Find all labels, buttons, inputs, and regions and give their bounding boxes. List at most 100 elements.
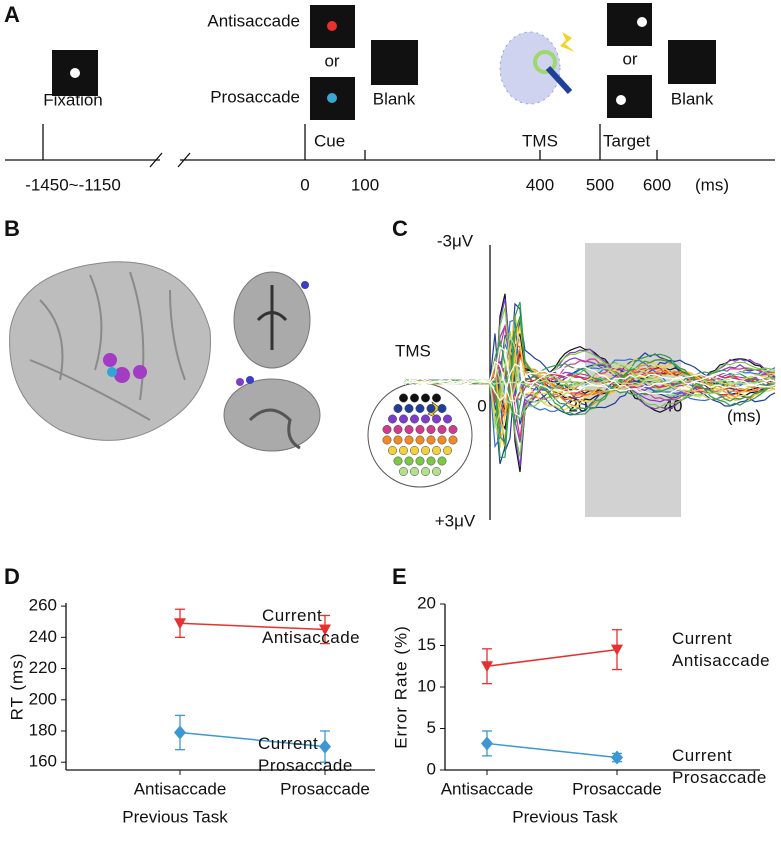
electrode — [448, 425, 458, 434]
tick-label: 0 — [477, 396, 486, 415]
label: Blank — [671, 89, 714, 108]
axis-break — [177, 152, 191, 168]
y-axis-label: Error Rate (%) — [391, 625, 410, 749]
electrode — [393, 425, 403, 434]
y-tick-label: 240 — [29, 627, 57, 646]
series-line — [179, 622, 326, 631]
electrode — [432, 393, 441, 403]
label: Antisaccade — [207, 11, 300, 30]
brain-images — [9, 261, 321, 452]
site — [107, 367, 117, 377]
panel-label: E — [392, 564, 407, 589]
tick-label: -1450~-1150 — [25, 175, 121, 194]
marker — [319, 739, 331, 754]
brain-sagittal — [223, 378, 321, 452]
y-tick-label: 20 — [417, 593, 436, 612]
label: Blank — [373, 89, 416, 108]
cue-dot — [327, 21, 337, 31]
electrode — [388, 414, 397, 424]
electrode — [404, 435, 414, 445]
screen — [371, 40, 418, 85]
x-axis-label: Previous Task — [512, 807, 618, 826]
sulci — [248, 408, 301, 450]
tick-label: 600 — [643, 175, 671, 194]
y-tick-label: 15 — [417, 635, 436, 654]
screen — [668, 40, 716, 84]
tick-label: 500 — [586, 175, 614, 194]
target-dot — [637, 17, 647, 27]
label: Fixation — [43, 90, 103, 109]
label: +3μV — [435, 511, 476, 530]
y-tick-label: 220 — [29, 658, 57, 677]
electrode — [443, 414, 452, 424]
electrode — [426, 404, 436, 413]
electrode — [415, 404, 425, 413]
electrode — [399, 414, 408, 424]
electrode — [382, 425, 392, 434]
x-axis-label: Previous Task — [122, 807, 228, 826]
electrode — [432, 414, 441, 424]
eeg-plot: -3μV +3μV TMS 0 20 40 (ms) — [367, 231, 776, 530]
electrode — [404, 404, 414, 413]
electrode — [421, 467, 430, 476]
x-tick-label: Antisaccade — [134, 779, 227, 798]
electrode — [393, 404, 403, 413]
electrode — [421, 393, 430, 403]
axis-break — [149, 152, 163, 168]
electrode — [388, 446, 397, 455]
tms-coil — [533, 50, 557, 74]
electrode — [415, 456, 425, 466]
y-tick-label: 10 — [417, 676, 436, 695]
y-tick-label: 260 — [29, 596, 57, 615]
brain-lateral — [9, 261, 211, 441]
y-tick-label: 160 — [29, 752, 57, 771]
site — [246, 376, 254, 384]
panel-label: B — [4, 216, 20, 241]
x-tick-label: Prosaccade — [572, 779, 662, 798]
x-tick-label: Prosaccade — [280, 779, 370, 798]
electrode — [437, 435, 447, 445]
fixation-dot — [70, 68, 80, 78]
marker — [319, 624, 331, 636]
electrode — [443, 446, 452, 455]
label: Cue — [314, 131, 345, 150]
electrode — [437, 456, 447, 466]
electrode — [437, 404, 447, 413]
unit-label: (ms) — [727, 406, 761, 425]
electrode — [382, 435, 392, 445]
electrode — [421, 446, 430, 455]
label: Target — [603, 131, 651, 150]
y-tick-label: 0 — [427, 759, 436, 778]
legend-entry: Current Antisaccade — [672, 629, 771, 670]
electrode — [426, 456, 436, 466]
screen — [607, 75, 652, 118]
site — [103, 353, 117, 367]
y-axis-label: RT (ms) — [7, 653, 26, 721]
y-tick-label: 5 — [427, 718, 436, 737]
label: TMS — [522, 131, 558, 150]
tms-bolt — [560, 32, 575, 52]
head-map — [367, 382, 473, 488]
electrode — [432, 467, 441, 476]
legend-entry: Current Prosaccade — [672, 746, 767, 787]
marker — [611, 644, 623, 656]
electrode — [399, 467, 408, 476]
label: TMS — [395, 341, 431, 360]
eeg-trace — [404, 363, 776, 402]
electrode — [421, 414, 430, 424]
marker — [174, 725, 186, 740]
panel-label: D — [4, 564, 20, 589]
marker — [611, 750, 623, 765]
eeg-trace — [404, 346, 776, 418]
label: -3μV — [437, 231, 474, 250]
site — [236, 378, 244, 386]
label: or — [622, 49, 637, 68]
unit-label: (ms) — [695, 175, 729, 194]
electrode — [426, 425, 436, 434]
marker — [481, 661, 493, 673]
electrode — [404, 425, 414, 434]
tick-label: 0 — [300, 175, 309, 194]
electrode — [393, 456, 403, 466]
